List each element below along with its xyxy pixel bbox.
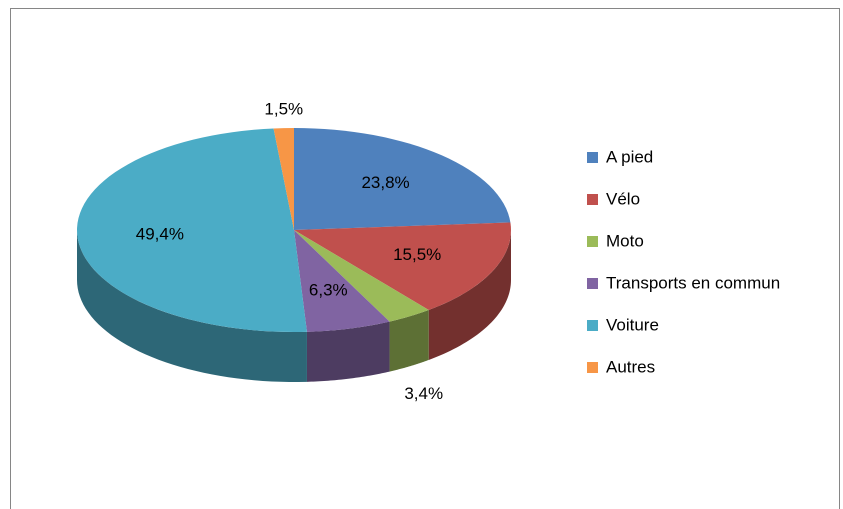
legend-swatch xyxy=(587,362,598,373)
legend-swatch xyxy=(587,194,598,205)
legend-swatch xyxy=(587,278,598,289)
pie-slice-side xyxy=(428,230,511,360)
legend-label: Vélo xyxy=(606,189,640,208)
pie-slice-side xyxy=(389,309,429,372)
pie-slice xyxy=(294,230,390,332)
legend-swatch xyxy=(587,320,598,331)
pie-slice xyxy=(294,230,429,322)
data-label: 23,8% xyxy=(361,173,409,192)
pie-slice xyxy=(294,222,512,310)
legend-label: Transports en commun xyxy=(606,273,780,292)
legend-swatch xyxy=(587,236,598,247)
legend-swatch xyxy=(587,152,598,163)
pie-slice xyxy=(294,128,511,230)
pie-slice-side xyxy=(77,230,307,382)
data-label: 6,3% xyxy=(309,281,348,300)
pie-slice-side xyxy=(306,321,390,382)
chart-frame xyxy=(10,8,840,509)
legend-label: Moto xyxy=(606,231,644,250)
data-label: 1,5% xyxy=(264,100,303,119)
data-label: 15,5% xyxy=(393,245,441,264)
legend-label: A pied xyxy=(606,147,653,166)
pie-slice xyxy=(76,128,307,333)
pie-slice xyxy=(273,128,294,230)
legend-label: Voiture xyxy=(606,315,659,334)
data-label: 3,4% xyxy=(404,384,443,403)
data-label: 49,4% xyxy=(136,224,184,243)
legend-label: Autres xyxy=(606,357,655,376)
